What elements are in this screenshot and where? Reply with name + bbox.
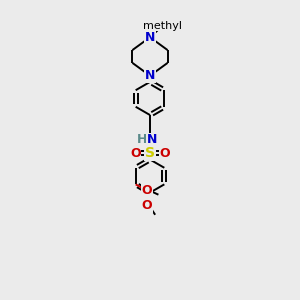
Text: H: H [137,134,147,146]
Text: O: O [130,147,141,160]
Text: methyl: methyl [143,21,182,31]
Text: O: O [142,199,152,212]
Text: O: O [142,184,152,197]
Text: N: N [147,134,157,146]
Text: S: S [145,146,155,160]
Text: N: N [145,69,155,82]
Text: O: O [159,147,170,160]
Text: N: N [145,31,155,44]
